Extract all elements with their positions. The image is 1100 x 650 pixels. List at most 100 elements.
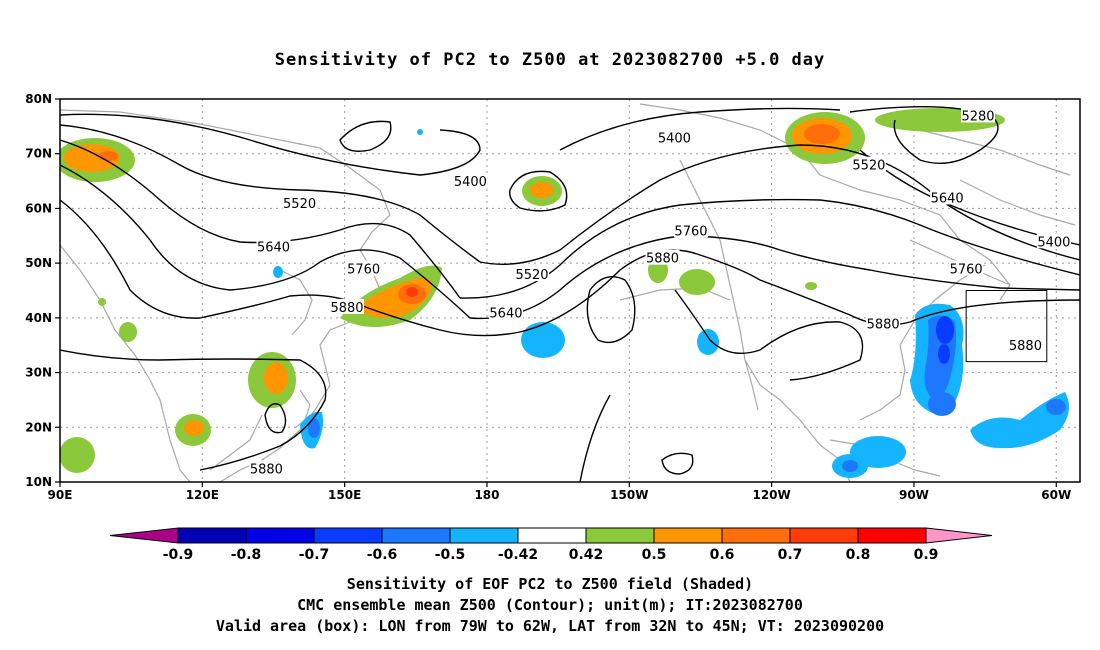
captions: Sensitivity of EOF PC2 to Z500 field (Sh… <box>0 574 1100 637</box>
z500-contours <box>60 105 1080 482</box>
lon-tick-label: 120E <box>186 488 219 502</box>
contour-label: 5400 <box>454 175 487 190</box>
colorbar-tick-label: -0.8 <box>231 547 262 563</box>
colorbar-tick-label: 0.8 <box>846 547 871 563</box>
contour-label-bg <box>488 304 523 320</box>
sensitivity-shading <box>60 108 1069 478</box>
caption-line-1: Sensitivity of EOF PC2 to Z500 field (Sh… <box>346 575 754 593</box>
contour-label: 5520 <box>852 159 885 174</box>
colorbar-swatch <box>857 527 927 544</box>
colorbar-swatch <box>789 527 859 544</box>
lat-tick-label: 70N <box>25 147 52 161</box>
contour-label: 5880 <box>250 462 283 477</box>
valid-area-box <box>965 290 1048 363</box>
contour-label: 5640 <box>257 241 290 256</box>
contour-label: 5880 <box>867 317 900 332</box>
contour-label-bg <box>851 156 886 172</box>
contour-label: 5760 <box>674 224 707 239</box>
contour-5880-e <box>579 394 611 482</box>
contour-5400-blob <box>339 120 392 152</box>
contour-5640-b <box>459 198 1080 299</box>
lat-tick-label: 20N <box>25 420 52 434</box>
caption-line-3: Valid area (box): LON from 79W to 62W, L… <box>215 617 885 635</box>
lon-tick-label: 90W <box>899 488 929 502</box>
contour-5400-b <box>559 107 841 151</box>
lon-tick-label: 180 <box>474 488 499 502</box>
colorbar-tick-label: -0.9 <box>163 547 194 563</box>
contour-label: 5280 <box>961 109 994 124</box>
contour-label-bg <box>330 298 365 314</box>
lon-tick-label: 60W <box>1041 488 1071 502</box>
contour-label-bg <box>515 266 550 282</box>
lat-tick-label: 30N <box>25 366 52 380</box>
contour-label-bg <box>657 129 692 145</box>
lat-tick-label: 40N <box>25 311 52 325</box>
contour-labels: 5280 5400 5400 5400 5520 5520 5520 5640 5640 5640… <box>249 107 1071 477</box>
plot-title: Sensitivity of PC2 to Z500 at 2023082700… <box>274 50 826 70</box>
contour-5520-a <box>60 124 481 263</box>
contour-label: 5880 <box>330 301 363 316</box>
contour-label-bg <box>866 315 901 331</box>
contour-label-bg <box>949 260 984 276</box>
lat-tick-label: 80N <box>25 92 52 106</box>
colorbar-tick-label: 0.5 <box>642 547 667 563</box>
contour-5880-closed2 <box>586 276 636 344</box>
contour-label-bg <box>961 107 995 123</box>
gridlines <box>60 99 1080 482</box>
colorbar-swatch <box>517 527 587 544</box>
colorbar-tick-label: -0.42 <box>498 547 538 563</box>
colorbar-swatch <box>177 527 247 544</box>
colorbar-swatch <box>245 527 315 544</box>
contour-label: 5520 <box>283 197 316 212</box>
colorbar-tick-label: -0.5 <box>435 547 466 563</box>
lon-tick-label: 150E <box>328 488 361 502</box>
colorbar-tick-label: -0.6 <box>367 547 398 563</box>
contour-5400-a <box>60 113 481 176</box>
contour-5880-b <box>519 249 1080 333</box>
colorbar-swatch <box>653 527 723 544</box>
contour-label-bg <box>1036 233 1071 249</box>
contour-label-bg <box>1008 337 1043 353</box>
contour-label-bg <box>645 249 680 265</box>
lon-tick-label: 120W <box>752 488 790 502</box>
lon-tick-label: 90E <box>48 488 73 502</box>
contour-5760-b <box>469 235 1080 320</box>
contour-label-bg <box>346 260 381 276</box>
contour-label-bg <box>256 238 291 254</box>
colorbar-swatch <box>313 527 383 544</box>
colorbar-tick-label: 0.7 <box>778 547 803 563</box>
contour-5280 <box>849 105 999 165</box>
colorbar-tick-label: 0.9 <box>914 547 939 563</box>
colorbar-swatch <box>449 527 519 544</box>
contour-label: 5880 <box>1009 339 1042 354</box>
contour-label-bg <box>282 194 317 210</box>
colorbar-tick-label: 0.6 <box>710 547 735 563</box>
contour-label-bg <box>249 460 284 476</box>
contour-label: 5640 <box>931 191 964 206</box>
negative-sensitivity-region <box>273 129 1069 478</box>
lon-tick-label: 150W <box>610 488 648 502</box>
contour-label-bg <box>453 173 488 189</box>
contour-label-bg <box>930 189 965 205</box>
contour-label: 5880 <box>646 252 679 267</box>
contour-label: 5520 <box>515 268 548 283</box>
contour-5880-closed3 <box>661 452 694 475</box>
colorbar-tick-label: -0.7 <box>299 547 330 563</box>
positive-sensitivity-region <box>60 108 1005 473</box>
contour-label: 5640 <box>489 306 522 321</box>
map-frame <box>59 98 1081 483</box>
contour-label: 5400 <box>658 131 691 146</box>
colorbar-swatch <box>381 527 451 544</box>
contour-5880-closed1 <box>264 403 287 434</box>
colorbar-min-extend <box>109 527 179 544</box>
contour-label-bg <box>673 222 708 238</box>
contour-5400-c <box>859 149 1080 246</box>
colorbar-tick-label: 0.42 <box>569 547 604 563</box>
contour-5400-blob2 <box>509 170 568 212</box>
contour-label: 5760 <box>950 263 983 278</box>
contour-label: 5400 <box>1037 235 1070 250</box>
caption-line-2: CMC ensemble mean Z500 (Contour); unit(m… <box>297 596 803 614</box>
contour-5760-a <box>60 164 471 319</box>
